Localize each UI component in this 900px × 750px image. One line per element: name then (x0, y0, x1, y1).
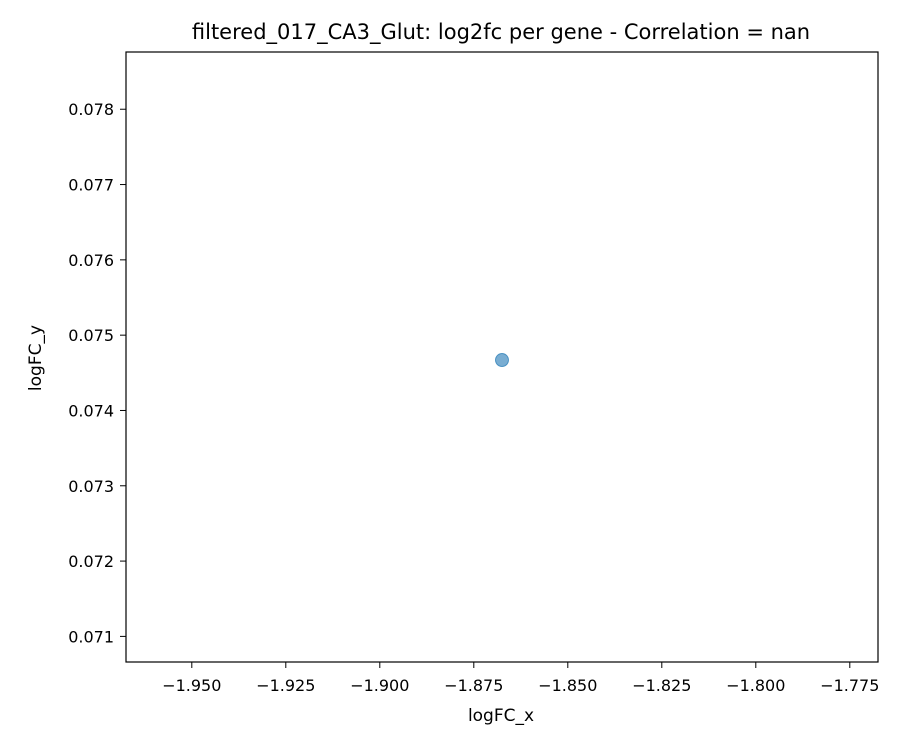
x-tick-label: −1.775 (820, 676, 879, 695)
x-tick-label: −1.850 (538, 676, 597, 695)
x-tick-label: −1.900 (350, 676, 409, 695)
y-tick-label: 0.072 (68, 552, 114, 571)
x-tick-label: −1.925 (256, 676, 315, 695)
y-axis-label: logFC_y (26, 325, 46, 391)
y-tick-label: 0.078 (68, 100, 114, 119)
y-tick-label: 0.075 (68, 326, 114, 345)
plot-frame (125, 51, 879, 663)
y-tick-label: 0.071 (68, 627, 114, 646)
x-tick-label: −1.800 (726, 676, 785, 695)
x-tick-label: −1.950 (162, 676, 221, 695)
plot-area: −1.950 −1.925 −1.900 −1.875 −1.850 −1.825 −1.8… (68, 51, 879, 695)
y-tick-label: 0.077 (68, 176, 114, 195)
chart-title: filtered_017_CA3_Glut: log2fc per gene -… (192, 20, 810, 45)
y-tick-label: 0.073 (68, 477, 114, 496)
x-tick-label: −1.825 (632, 676, 691, 695)
data-point (495, 353, 509, 368)
x-axis-label: logFC_x (468, 706, 534, 726)
x-tick-label: −1.875 (444, 676, 503, 695)
y-tick-label: 0.076 (68, 251, 114, 270)
y-tick-label: 0.074 (68, 401, 114, 420)
